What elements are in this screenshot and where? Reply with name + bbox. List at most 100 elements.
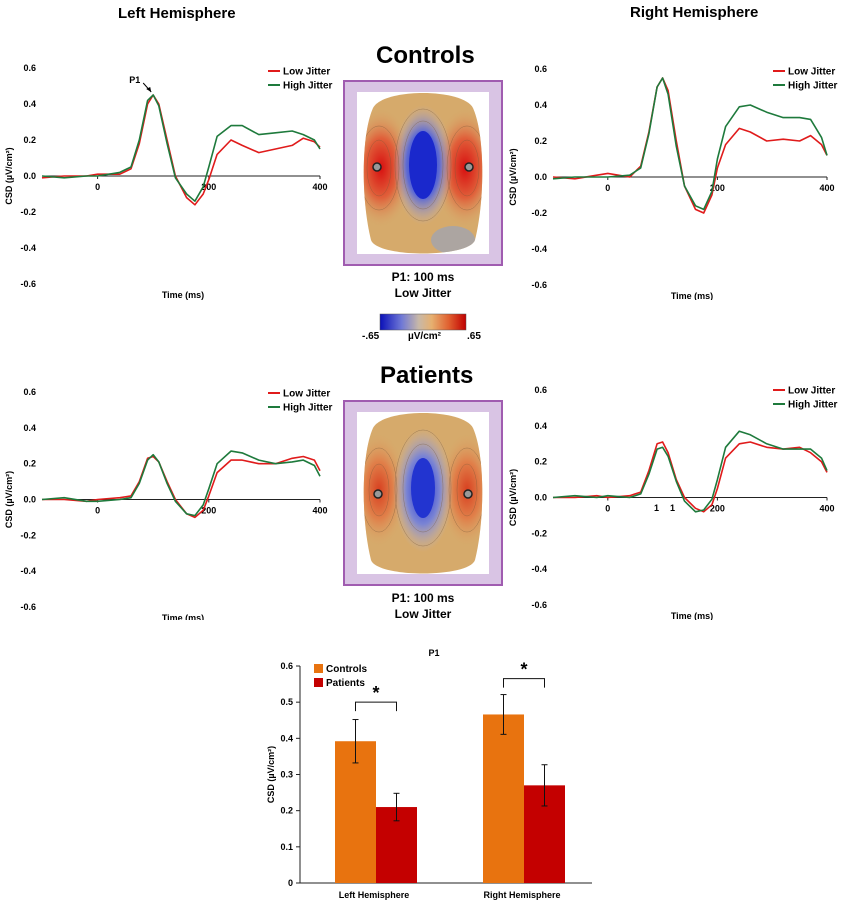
patients-title: Patients <box>380 362 474 389</box>
series-line-high-jitter <box>41 94 321 202</box>
x-axis-label: Time (ms) <box>671 611 713 620</box>
y-tick-label: 0.6 <box>534 64 547 74</box>
significance-bracket <box>503 678 545 688</box>
y-tick-label: 0.2 <box>23 459 36 469</box>
series-line-high-jitter <box>552 77 828 211</box>
y-tick-label: 0.2 <box>534 457 547 467</box>
legend-label: High Jitter <box>283 81 333 92</box>
left-hemisphere-title: Left Hemisphere <box>118 5 236 22</box>
y-axis-label: CSD (µV/cm²) <box>4 147 14 204</box>
y-axis-label: CSD (µV/cm²) <box>508 469 518 526</box>
y-tick-label: 0.4 <box>23 423 36 433</box>
caption-line: Low Jitter <box>394 607 452 621</box>
y-tick-label: -0.2 <box>531 528 547 538</box>
legend-swatch <box>314 664 323 673</box>
patients-right-hemisphere-chart: -0.6 -0.4 -0.2 0.0 0.2 0.4 0.6 0 200 400 CSD (µV/c… <box>508 385 838 620</box>
x-tick-label: 0 <box>95 506 100 516</box>
y-tick-label: 0.4 <box>23 99 36 109</box>
series-line-low-jitter <box>553 441 828 513</box>
caption-line: P1: 100 ms <box>391 591 455 605</box>
legend-label: High Jitter <box>283 403 333 414</box>
controls-topomap <box>343 80 503 266</box>
x-category-label: Left Hemisphere <box>339 890 410 900</box>
x-tick-label: 0 <box>605 183 610 193</box>
colorbar-max-label: .65 <box>467 331 481 342</box>
y-tick-label: 0.6 <box>23 63 36 73</box>
legend-label: High Jitter <box>788 400 838 411</box>
y-tick-label: 0 <box>288 878 293 888</box>
x-tick-label: 400 <box>819 183 834 193</box>
caption-line: Low Jitter <box>394 286 452 300</box>
legend-label: Low Jitter <box>788 67 835 78</box>
controls-right-hemisphere-chart: -0.6 -0.4 -0.2 0.0 0.2 0.4 0.6 0 200 400 CSD (µV/c… <box>508 64 838 300</box>
y-tick-label: -0.6 <box>531 280 547 290</box>
y-tick-label: 0.0 <box>23 171 36 181</box>
y-axis-label: CSD (µV/cm²) <box>508 148 518 205</box>
y-tick-label: 0.4 <box>534 100 547 110</box>
significance-star: * <box>372 683 379 703</box>
y-tick-label: -0.4 <box>20 243 36 253</box>
x-axis-label: Time (ms) <box>162 613 204 620</box>
series-line-high-jitter <box>41 450 321 517</box>
legend-label: Patients <box>326 678 365 689</box>
bar-chart-title: P1 <box>428 648 439 658</box>
y-tick-label: 0.4 <box>534 421 547 431</box>
x-tick-label: 400 <box>312 182 327 192</box>
legend-swatch <box>314 678 323 687</box>
x-tick-label: 200 <box>710 183 725 193</box>
y-tick-label: 0.2 <box>23 135 36 145</box>
controls-left-hemisphere-chart: -0.6 -0.4 -0.2 0.0 0.2 0.4 0.6 0 200 400 CSD (µV/c… <box>4 63 333 300</box>
y-tick-label: 0.6 <box>534 385 547 395</box>
legend-label: Low Jitter <box>283 389 330 400</box>
y-tick-label: -0.2 <box>20 207 36 217</box>
patients-topomap-caption: P1: 100 ms Low Jitter <box>343 590 503 622</box>
controls-title: Controls <box>376 42 475 69</box>
p1-bar-chart: P1 0 0.1 0.2 0.3 0.4 0.5 0.6 CSD (µV/cm²) Left He… <box>266 648 592 900</box>
series-line-high-jitter <box>552 430 828 513</box>
y-tick-label: -0.2 <box>531 208 547 218</box>
x-category-label: Right Hemisphere <box>483 890 560 900</box>
x-tick-label: 400 <box>312 506 327 516</box>
legend-label: Low Jitter <box>788 386 835 397</box>
x-axis-label: Time (ms) <box>162 290 204 300</box>
y-tick-label: 0.0 <box>534 493 547 503</box>
y-tick-label: 0.6 <box>280 661 293 671</box>
x-tick-label: 400 <box>819 504 834 514</box>
series-line-low-jitter <box>552 77 828 214</box>
y-axis-label: CSD (µV/cm²) <box>4 471 14 528</box>
y-tick-label: -0.4 <box>531 564 547 574</box>
colorbar <box>379 313 467 331</box>
controls-topomap-caption: P1: 100 ms Low Jitter <box>343 269 503 301</box>
bar-controls-left <box>335 741 376 883</box>
significance-star: * <box>520 660 527 680</box>
p1-annotation-arrowhead <box>146 87 152 92</box>
stray-label: 1 <box>654 503 660 513</box>
x-tick-label: 200 <box>201 182 216 192</box>
y-tick-label: -0.6 <box>20 602 36 612</box>
significance-bracket <box>355 701 397 712</box>
legend-label: Low Jitter <box>283 67 330 78</box>
y-tick-label: 0.5 <box>280 697 293 707</box>
y-tick-label: 0.1 <box>280 842 293 852</box>
x-axis-label: Time (ms) <box>671 291 713 300</box>
legend-label: Controls <box>326 664 368 675</box>
y-tick-label: -0.4 <box>20 566 36 576</box>
right-hemisphere-title: Right Hemisphere <box>630 4 759 21</box>
patients-left-hemisphere-chart: -0.6 -0.4 -0.2 0.0 0.2 0.4 0.6 0 200 400 CSD (µV/c… <box>4 387 333 620</box>
y-tick-label: -0.2 <box>20 530 36 540</box>
x-tick-label: 200 <box>201 506 216 516</box>
legend-label: High Jitter <box>788 81 838 92</box>
y-tick-label: -0.4 <box>531 244 547 254</box>
stray-label: 1 <box>670 503 676 513</box>
p1-annotation-label: P1 <box>129 75 140 85</box>
patients-topomap <box>343 400 503 586</box>
y-tick-label: -0.6 <box>20 279 36 289</box>
y-tick-label: 0.4 <box>280 733 293 743</box>
x-tick-label: 0 <box>95 182 100 192</box>
colorbar-unit-label: µV/cm² <box>408 331 441 342</box>
y-tick-label: 0.2 <box>534 136 547 146</box>
y-tick-label: -0.6 <box>531 600 547 610</box>
y-tick-label: 0.2 <box>280 806 293 816</box>
y-tick-label: 0.0 <box>534 172 547 182</box>
colorbar-min-label: -.65 <box>362 331 380 342</box>
